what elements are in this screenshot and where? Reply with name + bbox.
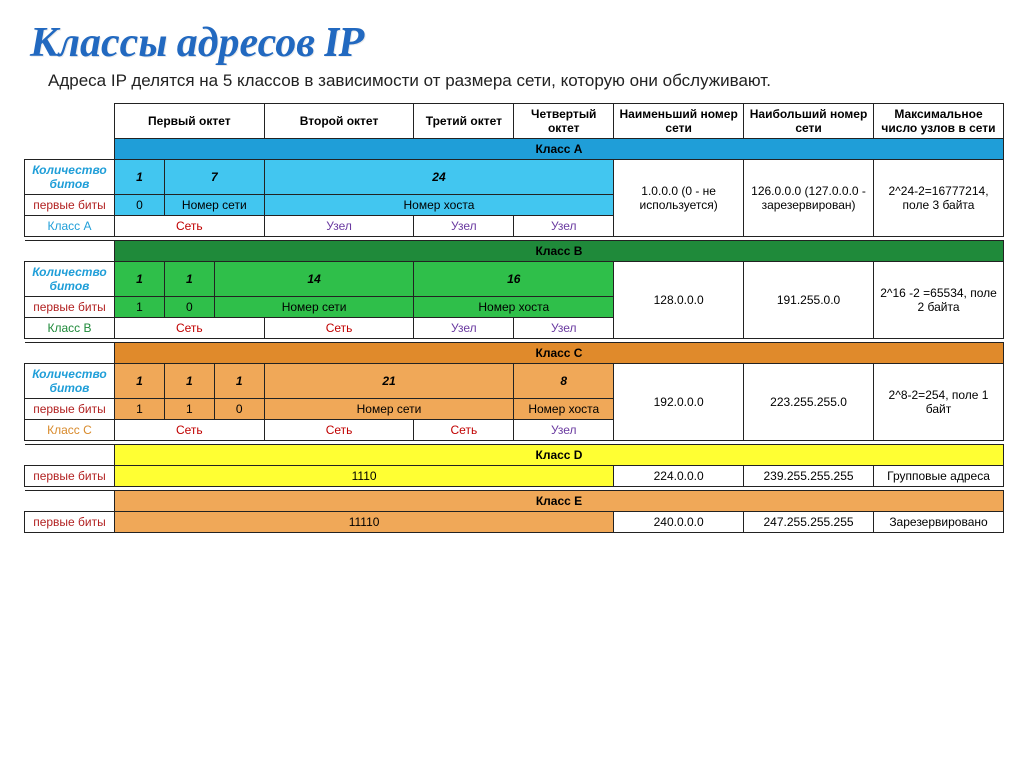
header-oct3: Третий октет (414, 103, 514, 138)
classA-max: 126.0.0.0 (127.0.0.0 - зарезервирован) (744, 159, 874, 236)
page-title: Классы адресов IP (30, 18, 1000, 67)
rowlabel-classA: Класс A (25, 215, 115, 236)
header-oct4: Четвертый октет (514, 103, 614, 138)
header-minnet: Наименьший номер сети (614, 103, 744, 138)
header-oct1: Первый октет (114, 103, 264, 138)
classB-title: Класс B (114, 240, 1003, 261)
classC-title: Класс C (114, 342, 1003, 363)
blank-corner (25, 103, 115, 138)
ip-class-table: Первый октет Второй октет Третий октет Ч… (24, 103, 1004, 533)
classA-title: Класс A (114, 138, 1003, 159)
page-subtitle: Адреса IP делятся на 5 классов в зависим… (48, 69, 988, 93)
classA-nodes: 2^24-2=16777214, поле 3 байта (874, 159, 1004, 236)
rowlabel-firstbits-A: первые биты (25, 194, 115, 215)
classD-title: Класс D (114, 444, 1003, 465)
header-maxnodes: Максимальное число узлов в сети (874, 103, 1004, 138)
classE-title: Класс E (114, 490, 1003, 511)
header-oct2: Второй октет (264, 103, 414, 138)
classA-min: 1.0.0.0 (0 - не используется) (614, 159, 744, 236)
classA-net: Сеть (114, 215, 264, 236)
rowlabel-bits-A: Количество битов (25, 159, 115, 194)
header-maxnet: Наибольший номер сети (744, 103, 874, 138)
